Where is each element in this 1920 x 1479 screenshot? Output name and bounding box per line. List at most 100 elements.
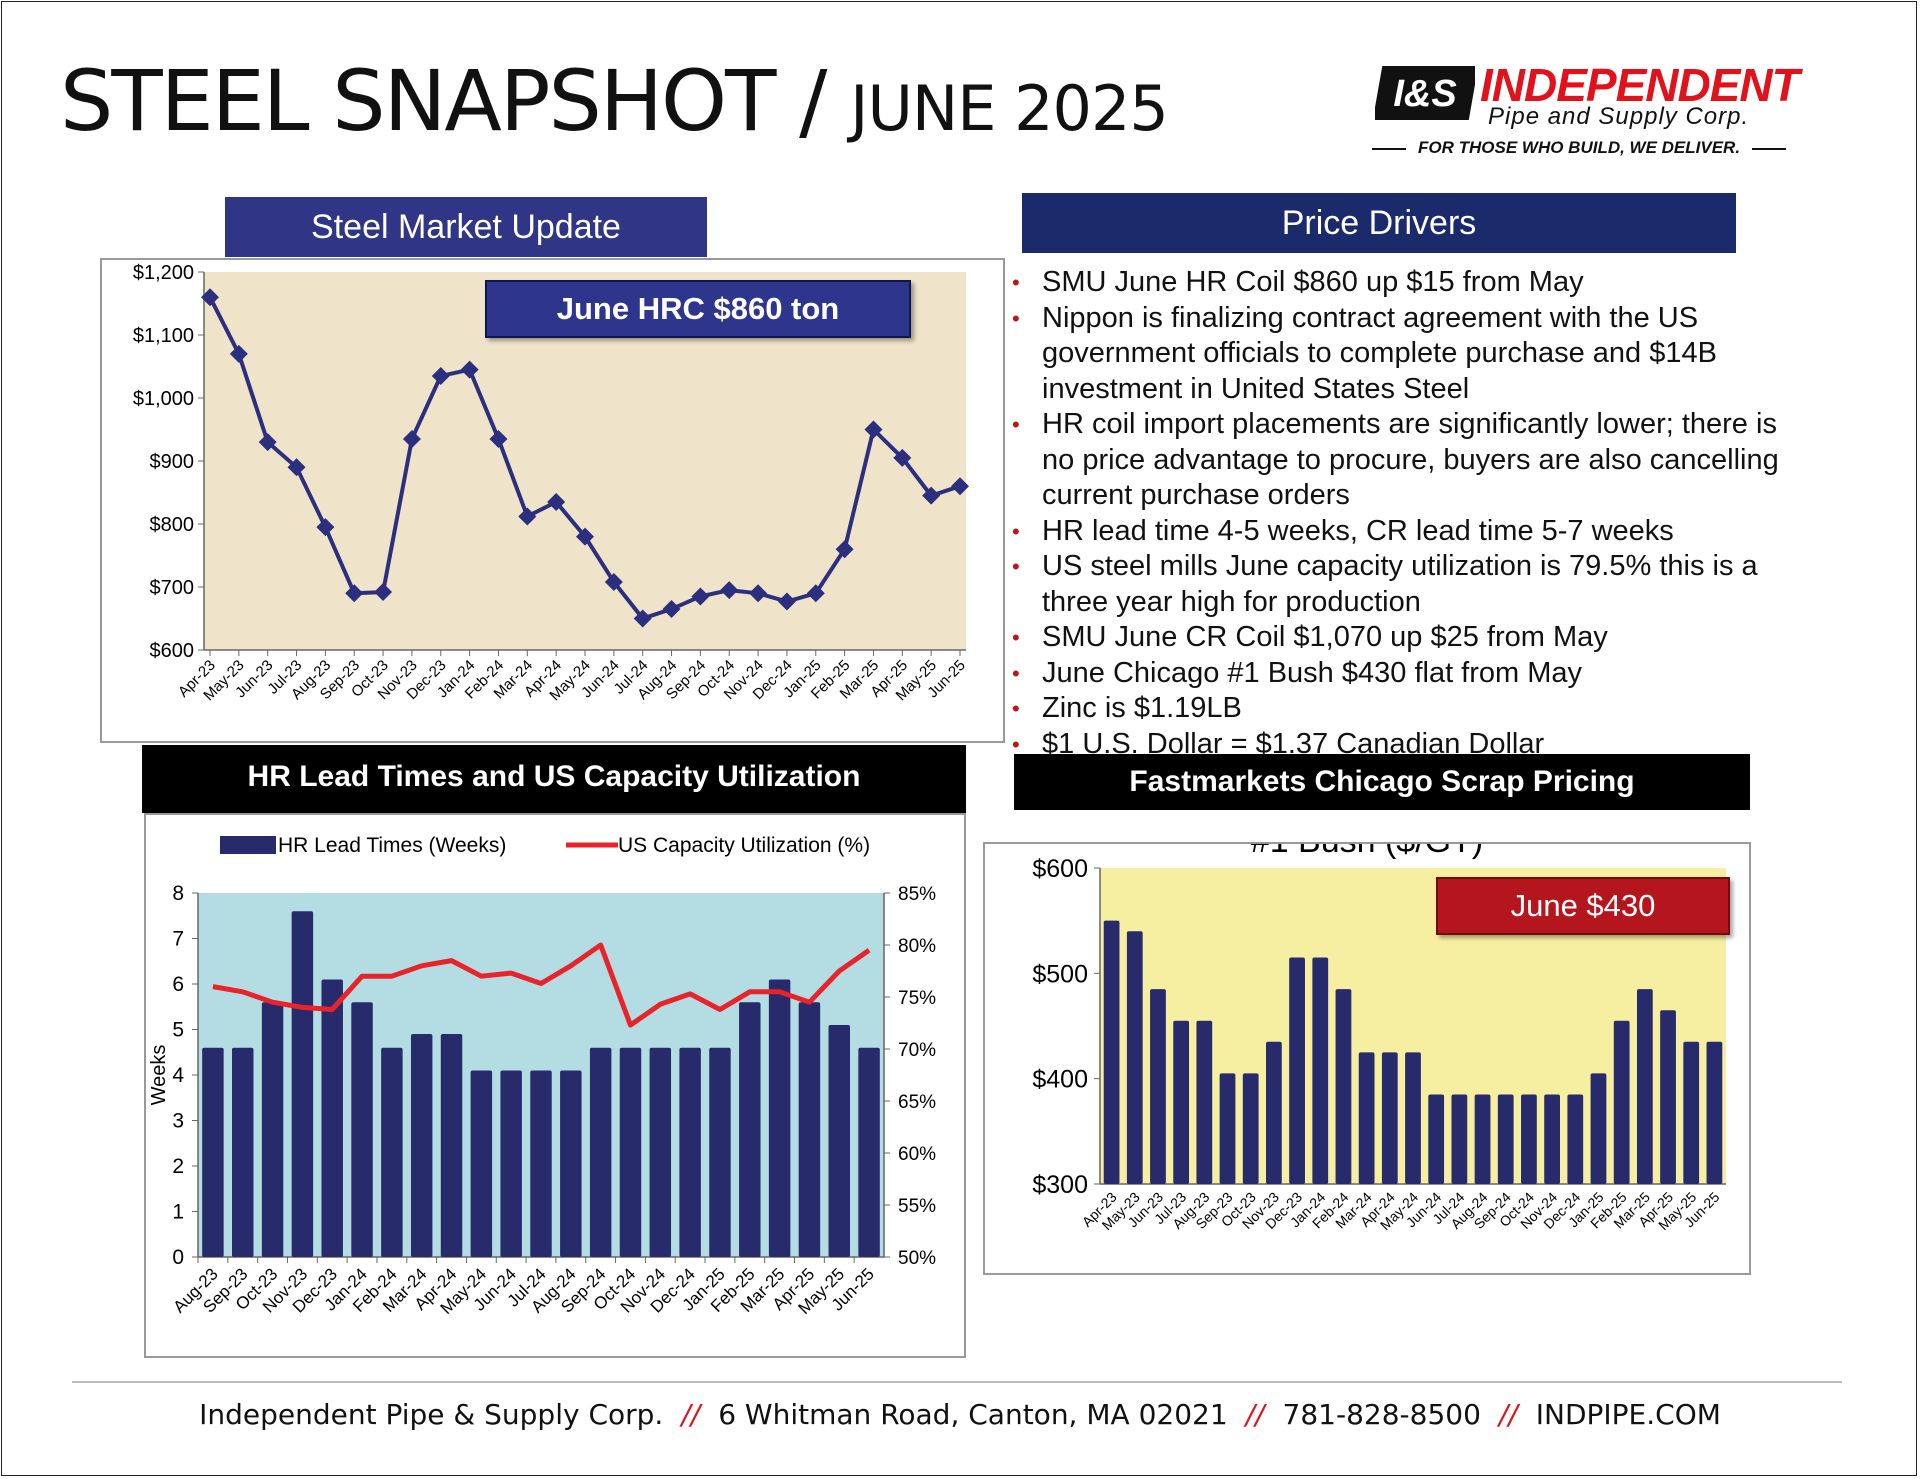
price-driver-item: SMU June CR Coil $1,070 up $25 from May <box>1008 620 1788 656</box>
scrap-bar <box>1521 1094 1537 1184</box>
hrc-data-point <box>835 540 854 559</box>
hrc-data-point <box>287 458 306 477</box>
capacity-series-line <box>212 942 871 1028</box>
hrc-data-point <box>922 486 941 505</box>
chart-title-backdrop <box>1207 840 1529 866</box>
hrc-data-point <box>951 477 969 496</box>
lead-times-combo-chart: HR Lead Times (Weeks) US Capacity Utiliza… <box>148 834 936 1318</box>
lead-time-bar <box>261 1002 284 1257</box>
y-tick-label: $1,100 <box>133 325 194 347</box>
y2-tick-label: 60% <box>898 1144 936 1165</box>
lead-time-bar <box>768 979 791 1257</box>
lead-time-bar <box>351 1002 373 1257</box>
hrc-data-point <box>258 433 277 452</box>
price-driver-item: US steel mills June capacity utilization… <box>1008 549 1788 620</box>
price-driver-item: Nippon is finalizing contract agreement … <box>1008 301 1788 408</box>
lead-time-bar <box>381 1047 403 1257</box>
hrc-data-point <box>431 366 450 385</box>
price-driver-item: HR coil import placements are significan… <box>1008 407 1788 514</box>
footer: Independent Pipe & Supply Corp.//6 Whitm… <box>199 1398 1721 1431</box>
y-tick-label: 6 <box>172 973 184 996</box>
lead-time-bar <box>709 1047 731 1257</box>
y-tick-label: $800 <box>150 514 195 536</box>
lead-time-bar <box>828 1024 850 1257</box>
lead-time-bar <box>440 1034 463 1257</box>
lead-time-bar <box>291 911 314 1257</box>
lead-time-bar <box>500 1070 522 1257</box>
section-header-smu: Steel Market Update <box>225 197 707 257</box>
scrap-bar <box>1219 1073 1236 1184</box>
hrc-data-point <box>749 584 768 603</box>
logo-mark: I&S <box>1393 73 1456 115</box>
footer-phone: 781-828-8500 <box>1282 1398 1481 1431</box>
company-logo-icon: I&S <box>1375 66 1475 120</box>
legend-label: HR Lead Times (Weeks) <box>278 834 506 857</box>
hrc-data-point <box>864 420 883 439</box>
y2-tick-label: 65% <box>898 1092 936 1113</box>
scrap-bar <box>1242 1073 1259 1184</box>
scrap-bar <box>1567 1094 1584 1184</box>
y-tick-label: $300 <box>1032 1171 1088 1199</box>
y2-tick-label: 70% <box>898 1040 936 1061</box>
hrc-callout: June HRC $860 ton <box>485 280 911 338</box>
brand-subtitle: Pipe and Supply Corp. <box>1488 103 1750 130</box>
y-tick-label: 5 <box>172 1019 184 1042</box>
scrap-bar <box>1428 1094 1445 1184</box>
lead-time-bar <box>530 1070 552 1257</box>
y2-tick-label: 50% <box>898 1248 936 1269</box>
price-driver-item: Zinc is $1.19LB <box>1008 691 1788 727</box>
hrc-data-point <box>604 572 623 591</box>
y-axis-title: Weeks <box>148 1045 170 1106</box>
y-tick-label: $600 <box>150 640 195 662</box>
hrc-data-point <box>806 584 825 603</box>
hrc-data-point <box>720 581 739 600</box>
price-driver-item: HR lead time 4-5 weeks, CR lead time 5-7… <box>1008 514 1788 550</box>
y-tick-label: $700 <box>150 577 195 599</box>
footer-address: 6 Whitman Road, Canton, MA 02021 <box>718 1398 1228 1431</box>
y-tick-label: $600 <box>1032 855 1088 883</box>
scrap-bar <box>1173 1020 1190 1184</box>
section-header-drivers: Price Drivers <box>1022 193 1736 253</box>
section-header-lead-times: HR Lead Times and US Capacity Utilizatio… <box>142 745 966 813</box>
y-tick-label: $900 <box>150 451 195 473</box>
lead-time-bar <box>589 1047 612 1257</box>
hrc-data-point <box>489 429 508 448</box>
footer-company: Independent Pipe & Supply Corp. <box>199 1398 664 1431</box>
y-tick-label: $1,200 <box>133 262 194 284</box>
legend-swatch-bar <box>220 836 276 854</box>
footer-website: INDPIPE.COM <box>1535 1398 1721 1431</box>
scrap-bar <box>1103 920 1120 1184</box>
scrap-bar <box>1497 1094 1514 1184</box>
scrap-bar <box>1312 957 1329 1184</box>
y-tick-label: $400 <box>1032 1066 1088 1094</box>
scrap-bar <box>1451 1094 1468 1184</box>
hrc-data-point <box>547 492 566 511</box>
hrc-data-point <box>460 360 479 379</box>
lead-time-bar <box>739 1002 761 1257</box>
price-driver-item: $1 U.S. Dollar = $1.37 Canadian Dollar <box>1008 727 1788 763</box>
y-tick-label: 1 <box>172 1201 184 1224</box>
hrc-data-point <box>345 584 364 603</box>
hrc-data-point <box>316 518 335 537</box>
hrc-data-point <box>893 448 912 467</box>
lead-times-chart-panel: HR Lead Times (Weeks) US Capacity Utiliza… <box>144 813 966 1358</box>
y2-tick-label: 85% <box>898 884 936 905</box>
brand-tagline: FOR THOSE WHO BUILD, WE DELIVER. <box>1360 138 1788 158</box>
lead-time-bar <box>679 1047 701 1257</box>
scrap-callout: June $430 <box>1436 877 1730 935</box>
hrc-data-point <box>777 592 796 611</box>
hrc-data-point <box>691 587 710 606</box>
scrap-bar <box>1150 989 1166 1184</box>
brand-name: INDEPENDENT <box>1480 59 1800 111</box>
hrc-data-point <box>662 600 681 619</box>
scrap-bar <box>1613 1020 1630 1184</box>
scrap-bar <box>1544 1094 1560 1184</box>
y2-tick-label: 55% <box>898 1196 936 1217</box>
hrc-data-point <box>633 609 652 628</box>
chart-title: #1 Bush ($/GT) <box>1251 844 1483 860</box>
y2-tick-label: 75% <box>898 988 936 1009</box>
y-tick-label: 3 <box>172 1110 184 1133</box>
scrap-bar <box>1381 1052 1398 1184</box>
scrap-bar <box>1706 1041 1723 1184</box>
